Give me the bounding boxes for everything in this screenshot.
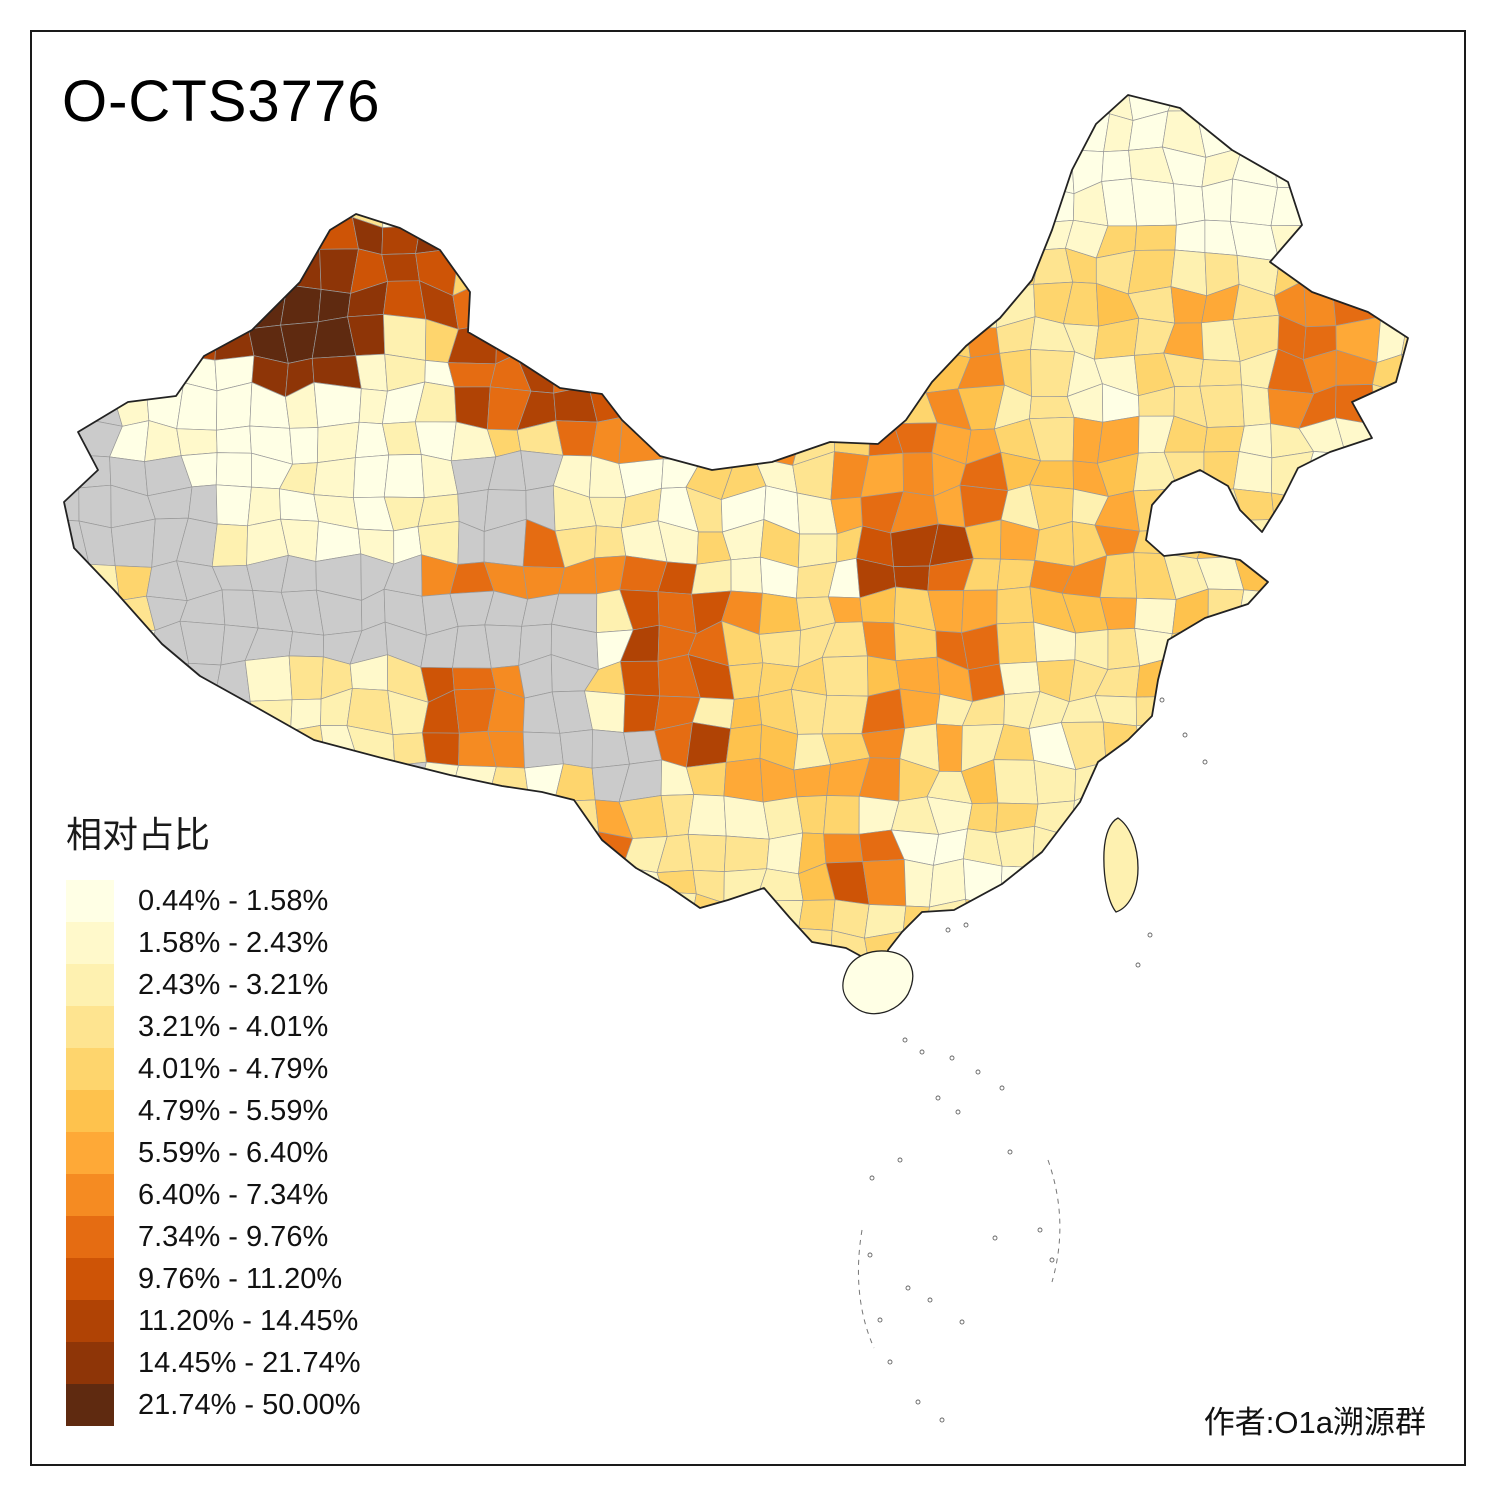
legend-swatch xyxy=(66,1174,114,1216)
legend-row: 2.43% - 3.21% xyxy=(66,964,360,1006)
legend-row: 1.58% - 2.43% xyxy=(66,922,360,964)
legend-label: 1.58% - 2.43% xyxy=(138,926,329,959)
legend-swatch xyxy=(66,880,114,922)
national-border xyxy=(63,94,1409,975)
legend-row: 21.74% - 50.00% xyxy=(66,1384,360,1426)
legend-label: 0.44% - 1.58% xyxy=(138,884,329,917)
legend-row: 9.76% - 11.20% xyxy=(66,1258,360,1300)
author-credit: 作者:O1a溯源群 xyxy=(1203,1405,1426,1440)
legend-swatch xyxy=(66,1006,114,1048)
legend-row: 4.79% - 5.59% xyxy=(66,1090,360,1132)
legend-swatch xyxy=(66,1048,114,1090)
legend-swatch xyxy=(66,1384,114,1426)
legend-label: 2.43% - 3.21% xyxy=(138,968,329,1001)
legend-title: 相对占比 xyxy=(66,814,211,855)
legend-swatch xyxy=(66,1216,114,1258)
legend-swatch xyxy=(66,1132,114,1174)
legend-label: 14.45% - 21.74% xyxy=(138,1346,361,1379)
legend-label: 3.21% - 4.01% xyxy=(138,1010,329,1043)
legend-swatch xyxy=(66,1258,114,1300)
legend-label: 9.76% - 11.20% xyxy=(138,1262,343,1295)
legend-label: 5.59% - 6.40% xyxy=(138,1136,329,1169)
legend-swatch xyxy=(66,964,114,1006)
legend-swatch xyxy=(66,1300,114,1342)
legend-label: 7.34% - 9.76% xyxy=(138,1220,329,1253)
legend: 相对占比 0.44% - 1.58% 1.58% - 2.43% 2.43% - 3… xyxy=(66,806,360,1426)
legend-row: 11.20% - 14.45% xyxy=(66,1300,360,1342)
legend-row: 4.01% - 4.79% xyxy=(66,1048,360,1090)
legend-row: 6.40% - 7.34% xyxy=(66,1174,360,1216)
legend-row: 5.59% - 6.40% xyxy=(66,1132,360,1174)
legend-swatch xyxy=(66,922,114,964)
legend-label: 11.20% - 14.45% xyxy=(138,1304,359,1337)
legend-label: 4.01% - 4.79% xyxy=(138,1052,329,1085)
legend-swatch xyxy=(66,1342,114,1384)
legend-row: 3.21% - 4.01% xyxy=(66,1006,360,1048)
legend-label: 4.79% - 5.59% xyxy=(138,1094,329,1127)
south-china-sea-islands xyxy=(857,697,1208,1423)
legend-row: 14.45% - 21.74% xyxy=(66,1342,360,1384)
hainan-island xyxy=(842,950,914,1015)
legend-swatch xyxy=(66,1090,114,1132)
taiwan-island xyxy=(1103,817,1139,913)
map-title: O-CTS3776 xyxy=(62,69,381,134)
legend-label: 21.74% - 50.00% xyxy=(138,1388,361,1421)
legend-row: 7.34% - 9.76% xyxy=(66,1216,360,1258)
legend-rows: 0.44% - 1.58% 1.58% - 2.43% 2.43% - 3.21% 3… xyxy=(66,880,360,1426)
legend-row: 0.44% - 1.58% xyxy=(66,880,360,922)
legend-label: 6.40% - 7.34% xyxy=(138,1178,329,1211)
